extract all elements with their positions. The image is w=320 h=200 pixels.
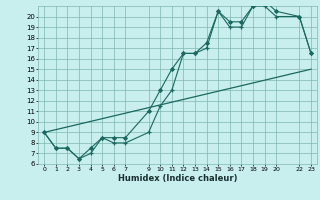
X-axis label: Humidex (Indice chaleur): Humidex (Indice chaleur) bbox=[118, 174, 237, 183]
